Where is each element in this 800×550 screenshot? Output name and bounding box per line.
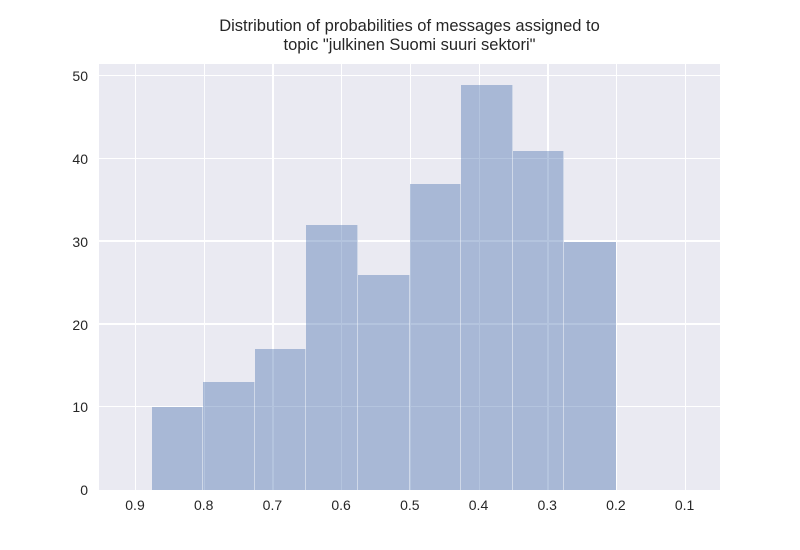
gridline-y-40 [99,157,720,160]
gridline-x-0.5 [409,64,412,490]
histogram-bar-3 [306,225,359,490]
histogram-bar-2 [254,349,307,490]
x-tick-label-0.5: 0.5 [400,497,420,513]
histogram-bar-8 [564,241,616,490]
y-tick-label-50: 50 [72,68,88,85]
histogram-bar-7 [512,150,565,490]
gridline-x-0.2 [615,64,618,490]
chart-title: Distribution of probabilities of message… [99,17,720,55]
gridline-x-0.7 [272,64,274,490]
histogram-bar-5 [409,183,462,490]
histogram-bar-0 [151,407,204,490]
plot-area [99,64,720,490]
gridline-x-0.4 [478,64,480,490]
gridline-x-0.1 [684,64,686,490]
x-tick-label-0.4: 0.4 [468,497,489,513]
x-tick-label-0.9: 0.9 [125,497,145,513]
gridline-x-0.8 [203,64,206,490]
y-tick-label-30: 30 [72,233,88,250]
gridline-y-10 [99,405,720,408]
gridline-y-20 [99,323,720,325]
histogram-bar-1 [203,382,255,490]
histogram-bar-6 [461,84,513,490]
chart-title-line2: topic "julkinen Suomi suuri sektori" [283,36,536,54]
gridline-y-50 [99,75,720,77]
x-tick-label-0.2: 0.2 [606,497,626,513]
gridline-x-0.9 [135,64,137,490]
y-tick-label-40: 40 [72,151,88,168]
y-tick-label-20: 20 [72,316,88,333]
gridline-y-30 [99,240,720,242]
x-tick-label-0.7: 0.7 [262,497,283,513]
chart-title-line1: Distribution of probabilities of message… [219,17,600,35]
y-tick-label-0: 0 [80,482,88,498]
x-tick-label-0.8: 0.8 [193,497,214,513]
histogram-bar-4 [358,274,410,490]
gridline-x-0.3 [547,64,549,490]
x-tick-label-0.1: 0.1 [674,497,695,513]
x-tick-label-0.3: 0.3 [537,497,557,513]
x-tick-label-0.6: 0.6 [331,497,351,513]
y-tick-label-10: 10 [72,399,88,416]
gridline-x-0.6 [341,64,343,490]
